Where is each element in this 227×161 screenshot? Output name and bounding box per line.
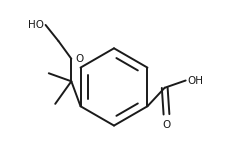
Text: O: O	[162, 120, 170, 130]
Text: HO: HO	[28, 20, 44, 30]
Text: O: O	[74, 54, 83, 64]
Text: OH: OH	[186, 76, 202, 85]
